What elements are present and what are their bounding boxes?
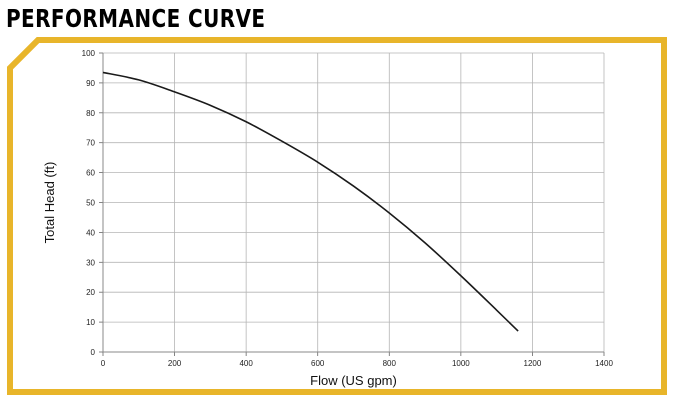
y-tick-label: 60 bbox=[86, 169, 95, 178]
y-tick-label: 90 bbox=[86, 79, 95, 88]
axes bbox=[99, 52, 605, 356]
x-tick-label: 200 bbox=[168, 359, 182, 368]
y-tick-label: 80 bbox=[86, 109, 95, 118]
x-tick-label: 800 bbox=[383, 359, 397, 368]
x-tick-labels: 0 200 400 600 800 1000 1200 1400 bbox=[101, 359, 614, 368]
y-tick-label: 40 bbox=[86, 228, 95, 237]
x-tick-label: 0 bbox=[101, 359, 106, 368]
x-tick-label: 600 bbox=[311, 359, 325, 368]
x-tick-label: 400 bbox=[239, 359, 253, 368]
x-axis-label: Flow (US gpm) bbox=[310, 373, 397, 388]
y-tick-label: 0 bbox=[91, 348, 96, 357]
y-tick-label: 70 bbox=[86, 139, 95, 148]
y-tick-labels: 0 10 20 30 40 50 60 70 80 90 100 bbox=[82, 49, 96, 357]
x-tick-label: 1000 bbox=[452, 359, 470, 368]
y-tick-label: 50 bbox=[86, 199, 95, 208]
y-tick-label: 10 bbox=[86, 318, 95, 327]
x-tick-label: 1400 bbox=[595, 359, 613, 368]
y-tick-label: 30 bbox=[86, 258, 95, 267]
performance-curve-line bbox=[102, 71, 519, 332]
x-tick-label: 1200 bbox=[524, 359, 542, 368]
y-axis-label: Total Head (ft) bbox=[42, 162, 57, 244]
series bbox=[102, 71, 519, 332]
page-title: PERFORMANCE CURVE bbox=[6, 4, 266, 33]
grid bbox=[102, 52, 605, 353]
y-tick-label: 20 bbox=[86, 288, 95, 297]
y-tick-label: 100 bbox=[82, 49, 96, 58]
